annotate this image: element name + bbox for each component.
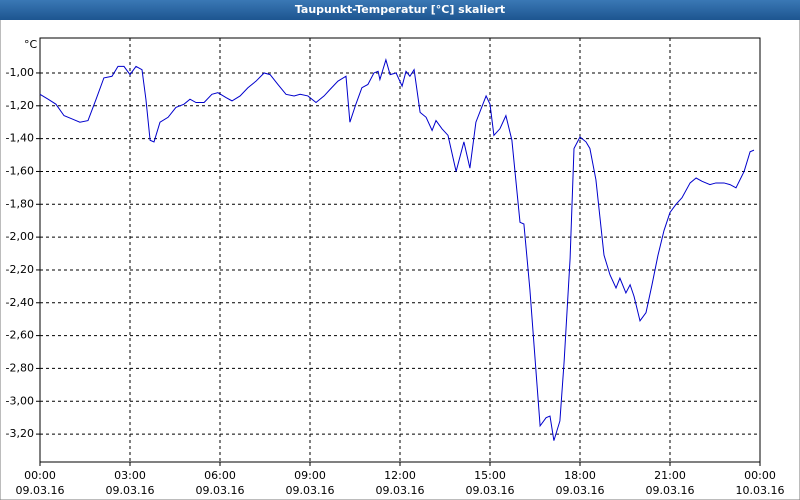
x-tick-label: 09:00	[294, 469, 326, 482]
title-bar	[0, 0, 800, 20]
y-tick-label: -1,60	[6, 164, 34, 177]
x-tick-label: 12:00	[384, 469, 416, 482]
x-tick-date: 09.03.16	[196, 484, 245, 497]
y-tick-label: -3,00	[6, 394, 34, 407]
y-tick-label: -2,80	[6, 361, 34, 374]
x-tick-label: 06:00	[204, 469, 236, 482]
x-tick-date: 09.03.16	[646, 484, 695, 497]
x-tick-date: 09.03.16	[556, 484, 605, 497]
x-tick-label: 15:00	[474, 469, 506, 482]
x-tick-label: 21:00	[654, 469, 686, 482]
y-tick-label: -3,20	[6, 427, 34, 440]
x-tick-date: 09.03.16	[106, 484, 155, 497]
line	[39, 58, 755, 441]
y-tick-label: -1,00	[6, 66, 34, 79]
y-tick-label: -1,20	[6, 99, 34, 112]
y-tick-label: -1,40	[6, 132, 34, 145]
x-tick-date: 10.03.16	[736, 484, 785, 497]
x-tick-label: 00:00	[24, 469, 56, 482]
x-tick-label: 18:00	[564, 469, 596, 482]
x-tick-date: 09.03.16	[376, 484, 425, 497]
y-tick-label: -2,00	[6, 230, 34, 243]
x-tick-date: 09.03.16	[286, 484, 335, 497]
x-tick-date: 09.03.16	[16, 484, 65, 497]
x-tick-label: 00:00	[744, 469, 776, 482]
y-tick-label: -2,60	[6, 329, 34, 342]
x-tick-label: 03:00	[114, 469, 146, 482]
y-tick-label: -1,80	[6, 197, 34, 210]
x-tick-date: 09.03.16	[466, 484, 515, 497]
y-tick-label: -2,20	[6, 263, 34, 276]
y-tick-label: -2,40	[6, 296, 34, 309]
chart-title: Taupunkt-Temperatur [°C] skaliert	[295, 3, 505, 16]
y-unit: °C	[24, 38, 38, 51]
